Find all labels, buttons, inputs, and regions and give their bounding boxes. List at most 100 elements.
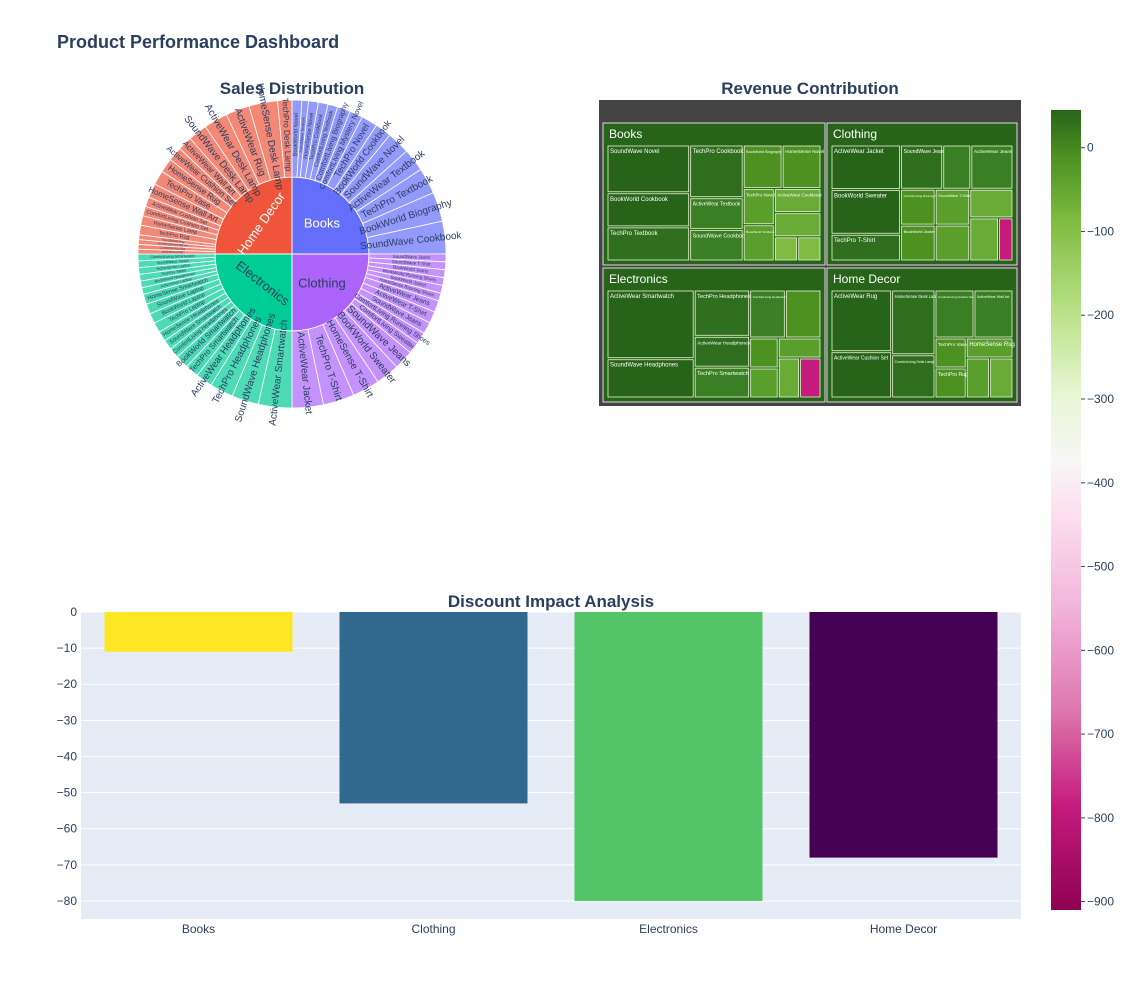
treemap-cell <box>778 358 800 398</box>
treemap-cell-label: ActiveWear Jeans <box>974 149 1013 155</box>
y-tick-label: −10 <box>57 641 78 655</box>
bar-chart-title: Discount Impact Analysis <box>447 592 655 611</box>
treemap-group-label: Home Decor <box>833 272 900 286</box>
treemap-cell <box>974 290 1013 338</box>
bar <box>104 612 293 652</box>
x-tick-label: Electronics <box>639 922 698 936</box>
treemap-cell <box>970 189 1013 218</box>
y-tick-label: −20 <box>57 677 78 691</box>
sunburst-category-label: Clothing <box>298 275 346 290</box>
sunburst-product-label: ComfortLiving Smartwatch <box>150 254 195 259</box>
treemap-cell-label: TechPro Vase <box>938 342 967 347</box>
sunburst-product-label: BookWorld Novel <box>293 113 300 156</box>
treemap-cell-label: ActiveWear Cookbook <box>777 193 822 198</box>
treemap-cell <box>935 225 970 261</box>
treemap-cell-label: HomeSense Rug <box>969 342 1015 348</box>
sunburst-product-label: BookWorld Rug <box>162 250 183 254</box>
treemap-cell-label: TechPro Novel <box>746 193 775 198</box>
sunburst-product-label: SoundWave Jeans <box>393 254 431 260</box>
colorbar-tick-label: −800 <box>1087 811 1114 825</box>
treemap-cell-label: ActiveWear Smartwatch <box>610 294 674 300</box>
treemap-chart: Books SoundWave Novel BookWorld Cookbook Te… <box>599 100 1021 406</box>
treemap-cell <box>990 358 1013 398</box>
treemap-cell <box>774 237 798 261</box>
colorbar-tick-label: 0 <box>1087 141 1094 155</box>
treemap-cell <box>750 368 778 398</box>
treemap-cell <box>831 234 900 261</box>
y-tick-label: −60 <box>57 822 78 836</box>
treemap-cell-label: SoundWave T-Shirt <box>938 194 970 198</box>
treemap-cell-label: HomeSense Desk Lamp <box>895 294 940 299</box>
treemap-cell-label: HomeSense Novel <box>785 149 824 154</box>
treemap-cell-label: TechPro Textbook <box>610 231 659 237</box>
colorbar-tick-label: −300 <box>1087 392 1114 406</box>
treemap-cell <box>750 290 785 338</box>
colorbar-tick-label: −600 <box>1087 643 1114 657</box>
treemap-cell <box>935 368 966 398</box>
x-tick-label: Books <box>182 922 215 936</box>
treemap-cell-label: BookWorld Sweater <box>834 194 887 200</box>
sunburst-product-label: ComfortLiving Rug <box>160 246 185 251</box>
treemap-cell-label: ActiveWear Cushion Set <box>834 356 889 362</box>
treemap-cell <box>782 145 821 188</box>
treemap-cell <box>831 290 892 352</box>
y-tick-label: −30 <box>57 713 78 727</box>
treemap-cell-label: ActiveWear Textbook <box>693 202 741 208</box>
treemap-cell-label: TechPro Headphones <box>697 294 751 300</box>
bar <box>574 612 763 901</box>
treemap-cell-label: SoundWave Novel <box>610 149 659 155</box>
treemap-cell <box>690 229 743 261</box>
treemap-cell <box>935 290 974 338</box>
sunburst-title: Sales Distribution <box>219 79 365 98</box>
treemap-cell-label: ComfortLiving Running Shoes <box>904 194 944 198</box>
treemap-cell <box>743 225 774 261</box>
treemap-cell <box>971 145 1013 189</box>
treemap-cell-label: SoundWave Cookbook <box>693 233 748 239</box>
treemap-cell <box>750 338 778 368</box>
treemap-cell <box>607 227 690 261</box>
x-tick-label: Clothing <box>411 922 455 936</box>
treemap-cell <box>607 359 694 398</box>
treemap-cell <box>831 190 900 234</box>
treemap-cell-label: BookWorld Jacket <box>904 229 936 234</box>
treemap-cell-label: ComfortLiving Cushion Set <box>938 295 974 299</box>
treemap-cell <box>785 290 821 338</box>
sunburst-product-label: SoundWave Tablet <box>157 259 190 265</box>
treemap-cell <box>607 193 690 227</box>
treemap-cell <box>743 189 774 225</box>
treemap-cell <box>694 336 750 367</box>
bar <box>809 612 998 858</box>
treemap-cell <box>800 358 821 398</box>
sunburst-product-label: HomeSense Laptop <box>156 263 190 271</box>
bar-chart: 0 −10 −20 −30 −40 −50 −60 −70 −80 Books Clothing El… <box>57 605 1021 936</box>
y-tick-label: −70 <box>57 858 78 872</box>
y-tick-label: −50 <box>57 786 78 800</box>
treemap-cell-label: TechPro Cookbook <box>693 149 745 155</box>
sunburst-product-slice <box>277 99 293 178</box>
treemap-cell <box>690 198 743 229</box>
y-tick-label: 0 <box>70 605 77 619</box>
treemap-title: Revenue Contribution <box>721 79 899 98</box>
treemap-cell <box>774 213 821 237</box>
treemap-cell <box>999 218 1013 261</box>
treemap-cell <box>901 189 935 225</box>
treemap-cell <box>943 145 971 189</box>
treemap-cell-label: ActiveWear Jacket <box>834 149 884 155</box>
treemap-cell <box>966 358 990 398</box>
treemap-cell <box>778 338 821 358</box>
treemap-cell <box>970 218 998 261</box>
sunburst-product-label: SoundWave T-Shirt <box>392 259 432 267</box>
colorbar-gradient <box>1051 110 1081 910</box>
treemap-group-label: Books <box>609 127 642 141</box>
treemap-cell-label: ActiveWear Headphones <box>697 340 751 346</box>
treemap-cell <box>694 290 750 336</box>
x-tick-label: Home Decor <box>870 922 937 936</box>
colorbar: 0 −100 −200 −300 −400 −500 −600 −700 −800 −900 <box>1051 110 1114 910</box>
treemap-cell <box>935 338 966 368</box>
treemap-cell-label: BookWorld Cookbook <box>610 197 669 203</box>
sunburst-product-label: TechPro Desk Lamp <box>280 98 292 173</box>
treemap-group-label: Clothing <box>833 127 877 141</box>
treemap-cell-label: ComfortLiving Desk Lamp <box>895 360 934 364</box>
